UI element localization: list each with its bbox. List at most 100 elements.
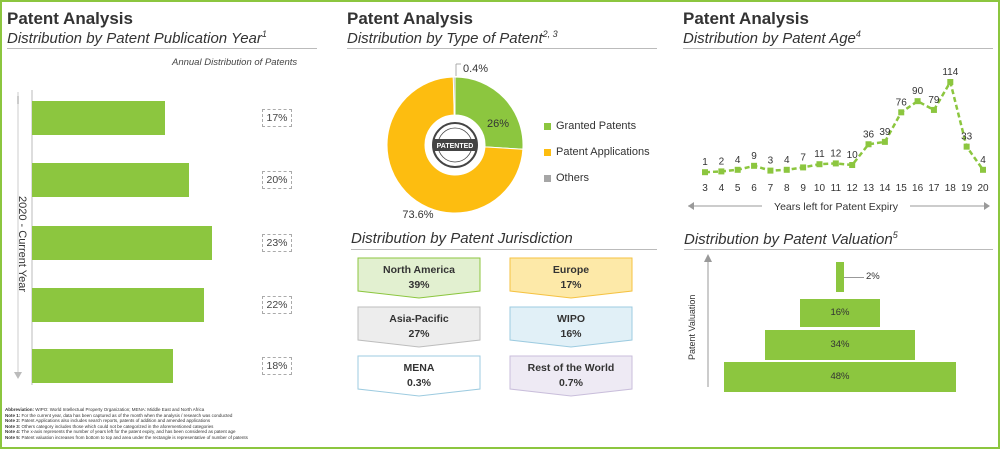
year-bar <box>32 288 205 322</box>
year-bar <box>32 349 173 383</box>
age-line-chart: 1324459637487911101211101236133914761590… <box>688 67 990 213</box>
valuation-tier: 16% <box>800 299 880 327</box>
age-value-label: 33 <box>961 132 973 143</box>
panel2-subtitle: Distribution by Type of Patent2, 3 <box>347 29 558 47</box>
age-tick-label: 3 <box>702 183 708 194</box>
panel2-divider <box>347 48 657 49</box>
panel2-title: Patent Analysis <box>347 9 473 28</box>
age-value-label: 3 <box>768 156 774 167</box>
age-point <box>718 168 725 175</box>
jurisdiction-card: North America 39% <box>357 257 481 299</box>
valuation-arrowhead-icon <box>704 254 712 262</box>
age-point <box>767 167 774 174</box>
age-tick-label: 7 <box>768 183 774 194</box>
age-x-label: Years left for Patent Expiry <box>774 201 899 213</box>
age-value-label: 36 <box>863 129 875 140</box>
legend-label: Others <box>556 172 590 184</box>
jurisdiction-name: MENA <box>403 362 435 374</box>
jurisdiction-value: 16% <box>560 328 582 340</box>
footnote-line: Note 1: For the current year, data has b… <box>5 412 233 418</box>
jurisdiction-value: 0.7% <box>559 377 583 389</box>
jurisdiction-card: Europe 17% <box>509 257 633 299</box>
jurisdiction-value: 17% <box>560 279 582 291</box>
legend-item: Granted Patents <box>544 120 636 132</box>
age-tick-label: 19 <box>961 183 973 194</box>
legend-swatch <box>544 148 551 156</box>
legend-swatch <box>544 122 551 130</box>
age-tick-label: 6 <box>751 183 757 194</box>
stamp-text: PATENTED <box>437 143 474 150</box>
age-value-label: 1 <box>702 157 708 168</box>
age-tick-label: 18 <box>945 183 957 194</box>
jurisdiction-name: Asia-Pacific <box>389 313 449 325</box>
age-series-line <box>704 78 985 174</box>
legend-swatch <box>544 174 551 182</box>
footnote-line: Note 2: Patent Applications also include… <box>5 418 211 424</box>
age-tick-label: 20 <box>977 183 989 194</box>
panel1-title: Patent Analysis <box>7 9 133 28</box>
panel4-divider <box>351 249 657 250</box>
age-value-label: 12 <box>830 148 842 159</box>
age-value-label: 90 <box>912 86 924 97</box>
age-tick-label: 11 <box>831 183 842 194</box>
panel5-divider <box>684 249 993 250</box>
arrow-right-icon <box>984 202 990 210</box>
year-bar <box>32 163 189 197</box>
valuation-tier <box>836 262 844 292</box>
valuation-axis <box>704 254 712 387</box>
year-bar-label: 17% <box>262 109 292 127</box>
age-tick-label: 9 <box>800 183 806 194</box>
age-point <box>849 162 856 169</box>
age-tick-label: 4 <box>719 183 725 194</box>
age-value-label: 2 <box>719 156 725 167</box>
valuation-axis-label: Patent Valuation <box>687 294 697 360</box>
year-bar <box>32 101 166 135</box>
legend-label: Patent Applications <box>556 146 650 158</box>
age-point <box>751 162 758 169</box>
jurisdiction-value: 27% <box>408 328 430 340</box>
footnotes: Abbreviation: WIPO: World Intellectual P… <box>5 407 335 441</box>
age-value-label: 76 <box>896 97 908 108</box>
panel5-subtitle: Distribution by Patent Valuation5 <box>684 230 898 248</box>
age-point <box>980 166 986 173</box>
age-tick-label: 15 <box>896 183 908 194</box>
jurisdiction-card: MENA 0.3% <box>357 355 481 397</box>
slice-label: 73.6% <box>402 209 433 221</box>
footnote-line: Note 5: Patent valuation increases from … <box>5 434 248 440</box>
panel3-divider <box>683 48 993 49</box>
age-value-label: 114 <box>942 67 958 78</box>
valuation-tier: 34% <box>765 330 915 360</box>
arrow-left-icon <box>688 202 694 210</box>
footnote-line: Note 4: The x-axis represents the number… <box>5 429 236 435</box>
age-point <box>702 169 708 176</box>
age-value-label: 4 <box>784 155 790 166</box>
jurisdiction-name: Europe <box>552 264 590 276</box>
jurisdiction-name: North America <box>383 264 455 276</box>
age-tick-label: 17 <box>928 183 940 194</box>
age-tick-label: 12 <box>847 183 859 194</box>
jurisdiction-name: Rest of the World <box>527 362 615 374</box>
slice-label: 0.4% <box>463 63 488 75</box>
panel1-divider <box>7 48 317 49</box>
year-bar-label: 22% <box>262 296 292 314</box>
jurisdiction-value: 39% <box>408 279 430 291</box>
age-value-label: 7 <box>800 152 806 163</box>
legend-item: Others <box>544 172 589 184</box>
age-tick-label: 13 <box>863 183 875 194</box>
year-bar-label: 23% <box>262 234 292 252</box>
year-bar-label: 18% <box>262 357 292 375</box>
age-tick-label: 14 <box>879 183 891 194</box>
type-donut-chart: PATENTED 26% 73.6% 0.4% <box>386 63 524 221</box>
age-value-label: 10 <box>847 150 859 161</box>
panel4-subtitle: Distribution by Patent Jurisdiction <box>351 230 573 247</box>
donut-slice <box>452 76 456 116</box>
annual-distribution-caption: Annual Distribution of Patents <box>172 57 298 68</box>
age-point <box>947 79 954 85</box>
jurisdiction-card: WIPO 16% <box>509 306 633 348</box>
age-point <box>930 106 937 113</box>
age-point <box>865 141 872 148</box>
age-value-label: 79 <box>928 95 940 106</box>
age-tick-label: 16 <box>912 183 924 194</box>
age-tick-label: 8 <box>784 183 790 194</box>
